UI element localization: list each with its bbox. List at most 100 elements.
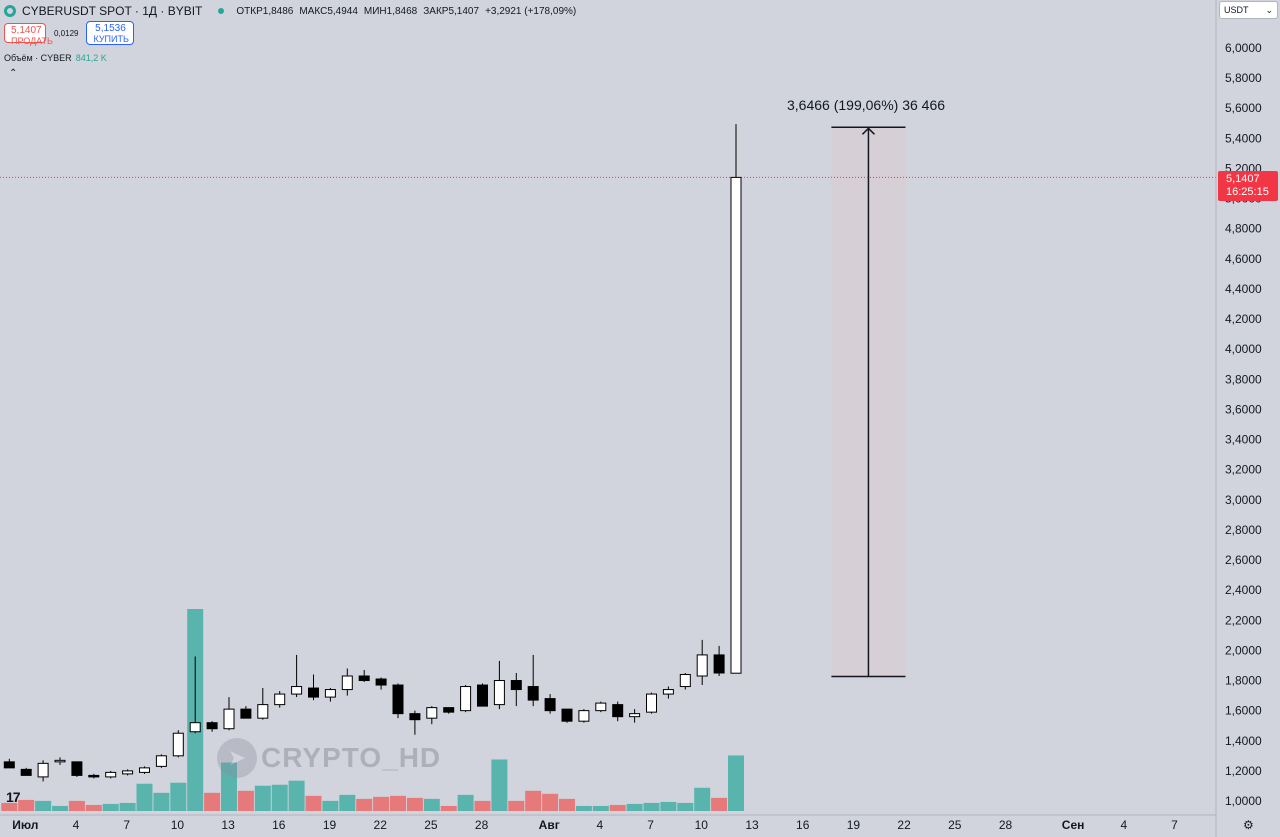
volume-bar <box>271 784 288 811</box>
volume-bar <box>694 787 711 811</box>
candle-body[interactable] <box>730 176 742 674</box>
cyber-logo-icon <box>4 5 16 17</box>
volume-bar <box>1 802 18 811</box>
candle-body[interactable] <box>477 684 488 707</box>
candle-body[interactable] <box>375 678 387 686</box>
x-tick-label: Сен <box>1062 818 1085 832</box>
candle-body[interactable] <box>88 774 100 778</box>
y-tick-label: 3,2000 <box>1225 463 1262 477</box>
candle-body[interactable] <box>240 708 252 719</box>
bar-countdown: 16:25:15 <box>1226 186 1269 198</box>
buy-label: КУПИТЬ <box>93 34 129 44</box>
x-tick-label: 19 <box>323 818 337 832</box>
candle-body[interactable] <box>223 708 235 730</box>
y-tick-label: 3,0000 <box>1225 493 1262 507</box>
close-value: 5,1407 <box>448 5 480 17</box>
settings-icon[interactable]: ⚙ <box>1243 818 1254 832</box>
candle-body[interactable] <box>409 713 421 721</box>
volume-bar <box>119 802 136 811</box>
volume-bar <box>305 795 322 811</box>
candle-body[interactable] <box>139 767 150 773</box>
candle-body[interactable] <box>629 713 641 718</box>
y-tick-label: 1,8000 <box>1225 674 1262 688</box>
sell-price: 5,1407 <box>11 25 42 36</box>
x-tick-label: 16 <box>272 818 286 832</box>
candle-body[interactable] <box>257 704 269 719</box>
candle-body[interactable] <box>274 693 286 706</box>
volume-bar <box>457 794 474 811</box>
candle-body[interactable] <box>426 707 438 719</box>
y-tick-label: 3,6000 <box>1225 402 1262 416</box>
y-tick-label: 4,4000 <box>1225 282 1262 296</box>
candle-body[interactable] <box>646 693 657 713</box>
currency-select[interactable]: USDT ⌄ <box>1219 1 1278 19</box>
candle-body[interactable] <box>324 689 336 698</box>
tradingview-logo-icon[interactable]: 17 <box>6 789 21 805</box>
candle-body[interactable] <box>561 708 573 722</box>
candle-body[interactable] <box>662 689 674 695</box>
candle-body[interactable] <box>291 686 303 695</box>
candle-body[interactable] <box>105 771 117 778</box>
x-tick-label: 4 <box>597 818 604 832</box>
low-value: 1,8468 <box>386 5 418 17</box>
candle-body[interactable] <box>460 686 472 712</box>
symbol-title[interactable]: CYBERUSDT SPOT · 1Д · BYBIT <box>22 4 203 18</box>
candle-body[interactable] <box>696 654 708 677</box>
sell-button[interactable]: 5,1407 ПРОДАТЬ <box>4 23 53 46</box>
volume-bar <box>237 790 254 811</box>
candle-body[interactable] <box>493 680 505 706</box>
candle-body[interactable] <box>189 722 201 733</box>
x-tick-label: 19 <box>847 818 861 832</box>
volume-bar <box>508 800 525 811</box>
volume-bar <box>440 805 457 811</box>
candle-body[interactable] <box>20 768 32 776</box>
candle-body[interactable] <box>595 702 607 712</box>
candle-body[interactable] <box>3 761 15 769</box>
x-tick-label: 28 <box>475 818 489 832</box>
high-value: 5,4944 <box>327 5 358 17</box>
candle-body[interactable] <box>443 707 455 713</box>
measure-arrow-head <box>861 127 875 135</box>
volume-bar <box>711 797 728 811</box>
x-tick-label: Июл <box>12 818 38 832</box>
y-tick-label: 1,4000 <box>1225 734 1262 748</box>
collapse-legend-icon[interactable]: ⌃ <box>9 68 18 79</box>
y-tick-label: 1,6000 <box>1225 704 1262 718</box>
volume-bar <box>170 782 187 811</box>
candle-body[interactable] <box>71 761 83 776</box>
candle-body[interactable] <box>713 654 725 674</box>
volume-value: 841,2 K <box>75 53 107 63</box>
candle-body[interactable] <box>172 732 184 757</box>
volume-legend[interactable]: Объём · CYBER 841,2 K <box>4 53 107 63</box>
candle-body[interactable] <box>612 704 624 718</box>
candle-body[interactable] <box>206 722 218 730</box>
measure-label: 3,6466 (199,06%) 36 466 <box>787 97 946 113</box>
candle-body[interactable] <box>679 673 691 688</box>
candle-body[interactable] <box>578 710 590 722</box>
candle-body[interactable] <box>122 770 134 775</box>
candle-body[interactable] <box>544 698 556 712</box>
candle-body[interactable] <box>510 680 522 691</box>
volume-bar <box>288 780 305 811</box>
candle-body[interactable] <box>527 686 539 701</box>
x-tick-label: Авг <box>539 818 560 832</box>
x-tick-label: 10 <box>171 818 185 832</box>
candle-body[interactable] <box>37 762 49 778</box>
y-tick-label: 6,0000 <box>1225 41 1262 55</box>
candle-body[interactable] <box>308 687 319 698</box>
candle-body[interactable] <box>341 675 353 691</box>
y-tick-label: 2,4000 <box>1225 583 1262 597</box>
y-tick-label: 2,2000 <box>1225 613 1262 627</box>
volume-bar <box>390 795 406 811</box>
buy-button[interactable]: 5,1536 КУПИТЬ <box>86 21 135 45</box>
volume-bar <box>18 799 35 811</box>
spread-value: 0,0129 <box>54 28 79 38</box>
volume-bar <box>254 785 271 811</box>
volume-bar <box>102 803 119 811</box>
candle-body[interactable] <box>155 755 167 767</box>
y-tick-label: 4,8000 <box>1225 222 1262 236</box>
candle-body[interactable] <box>392 684 404 715</box>
candle-body[interactable] <box>358 675 370 682</box>
candle-body[interactable] <box>54 759 66 763</box>
